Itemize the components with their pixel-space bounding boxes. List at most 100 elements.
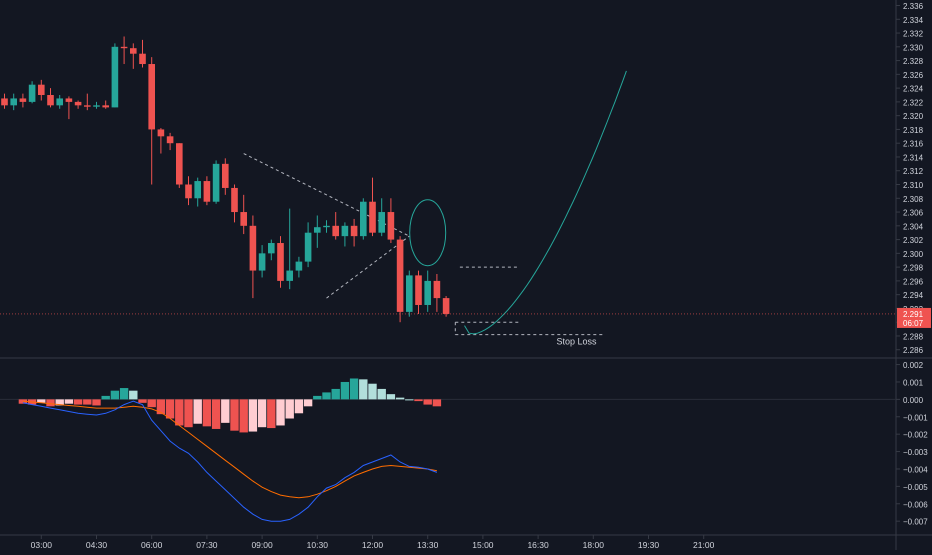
candle	[406, 270, 413, 317]
macd-histogram-bar	[395, 397, 405, 400]
price-axis-tick-label: 2.326	[903, 71, 924, 80]
macd-axis-tick-label: −0.004	[903, 465, 928, 474]
candle-body	[194, 181, 201, 199]
macd-histogram-bar	[230, 399, 239, 431]
macd-histogram-bar	[248, 399, 258, 432]
macd-histogram-bar	[257, 399, 267, 428]
price-axis-tick-label: 2.318	[903, 126, 924, 135]
macd-histogram-bar	[129, 390, 138, 400]
macd-histogram-bar	[101, 395, 110, 400]
macd-histogram-bar	[303, 399, 313, 407]
time-axis-tick-label: 15:00	[472, 540, 494, 550]
candle-body	[240, 212, 247, 226]
macd-histogram-bar	[331, 388, 340, 400]
candle-body	[277, 243, 284, 281]
top-arc-marker	[409, 199, 447, 267]
candle	[424, 270, 431, 312]
candle-body	[19, 98, 27, 102]
macd-axis-tick-label: −0.007	[903, 518, 928, 527]
candle	[258, 245, 266, 278]
macd-histogram-bar	[64, 399, 74, 404]
candle-body	[102, 105, 109, 108]
triangle-lower-line	[326, 235, 410, 299]
time-axis-tick-label: 21:00	[693, 540, 715, 550]
macd-histogram-bar	[267, 399, 276, 429]
price-axis-tick-label: 2.294	[903, 291, 924, 300]
candle-body	[47, 95, 54, 106]
candle-body	[341, 225, 349, 237]
price-axis-tick-label: 2.286	[903, 346, 924, 355]
macd-axis-tick-label: 0.001	[903, 378, 924, 387]
candle	[130, 43, 137, 69]
macd-histogram-bar	[46, 399, 55, 407]
price-axis-tick-label: 2.328	[903, 57, 924, 66]
candle	[304, 222, 312, 268]
price-axis-tick-label: 2.312	[903, 167, 924, 176]
macd-axis-tick-label: −0.003	[903, 448, 928, 457]
macd-axis-tick-label: −0.002	[903, 431, 928, 440]
macd-histogram-bar	[239, 399, 248, 433]
time-axis-tick-label: 10:30	[307, 540, 329, 550]
candle-body	[268, 243, 275, 254]
candle-body	[424, 280, 431, 305]
candle	[157, 128, 165, 154]
candles-layer	[1, 36, 450, 323]
candle	[277, 236, 284, 288]
candle-body	[65, 98, 73, 102]
candle-body	[212, 163, 220, 202]
time-axis-tick-label: 04:30	[86, 540, 108, 550]
candle-body	[74, 101, 82, 106]
candle	[56, 95, 63, 109]
candle-body	[166, 136, 174, 144]
macd-histogram-bar	[211, 399, 221, 429]
candle-body	[84, 105, 91, 107]
candle-body	[360, 201, 367, 237]
candle-body	[10, 98, 17, 106]
candle-body	[38, 84, 45, 96]
candle	[350, 218, 358, 247]
candle-body	[369, 201, 376, 233]
candle	[360, 198, 367, 240]
candle	[369, 177, 376, 237]
candle	[19, 93, 27, 108]
time-axis-tick-label: 09:00	[251, 540, 273, 550]
price-axis-tick-label: 2.298	[903, 264, 924, 273]
macd-histogram-bar	[175, 399, 184, 426]
price-axis-tick-label: 2.310	[903, 181, 924, 190]
candle-body	[111, 46, 119, 108]
time-axis-tick-label: 16:30	[527, 540, 549, 550]
macd-histogram-bar	[202, 399, 212, 427]
time-axis-tick-label: 12:00	[362, 540, 384, 550]
candle	[323, 220, 330, 233]
macd-histogram-bar	[55, 399, 64, 406]
macd-histogram-bar	[138, 399, 147, 403]
macd-axis-tick-label: −0.001	[903, 413, 928, 422]
candle	[148, 57, 155, 185]
candle-body	[286, 270, 293, 281]
candle	[203, 176, 211, 206]
candle	[10, 93, 17, 111]
macd-histogram-bar	[423, 399, 432, 405]
candle-body	[249, 225, 257, 271]
candle	[1, 93, 8, 109]
macd-histogram-bar	[405, 399, 414, 401]
macd-histogram-bar	[276, 399, 285, 426]
price-axis-tick-label: 2.306	[903, 209, 924, 218]
price-badge-background	[897, 307, 931, 328]
time-axis-tick-label: 19:30	[638, 540, 660, 550]
macd-histogram-bar	[377, 388, 386, 400]
candle-body	[231, 187, 238, 213]
macd-histogram-bar	[414, 399, 423, 402]
candle	[102, 100, 109, 109]
triangle-upper-line	[243, 153, 410, 237]
macd-histogram-bar	[119, 388, 129, 400]
candle	[332, 212, 339, 240]
price-axis-tick-label: 2.332	[903, 30, 924, 39]
candle	[166, 132, 174, 151]
candle-body	[203, 181, 211, 202]
candle	[222, 158, 229, 195]
candle-body	[396, 239, 404, 312]
candle	[212, 160, 220, 204]
